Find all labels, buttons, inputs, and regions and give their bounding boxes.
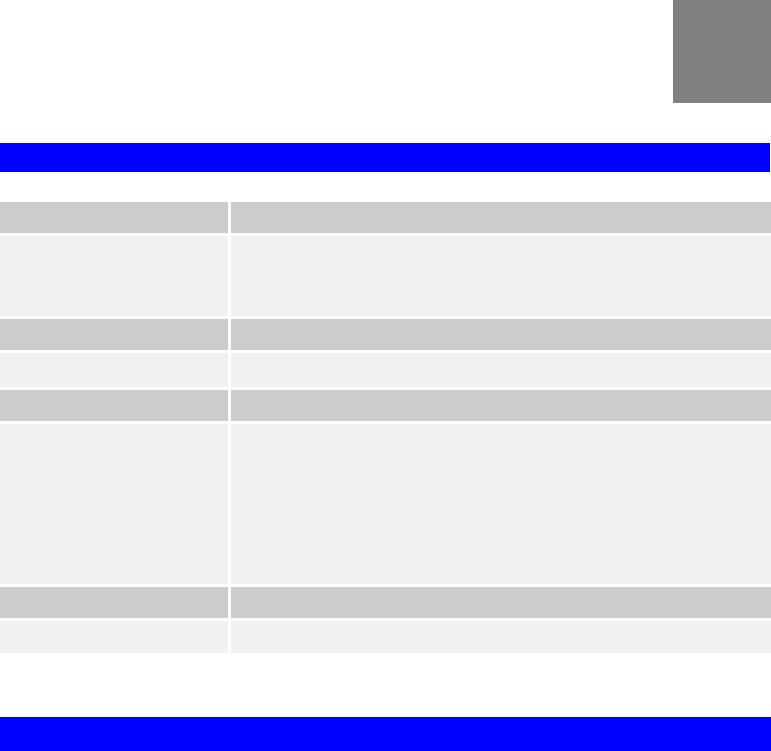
spec-table-label-cell: [0, 316, 231, 350]
spec-table-label-text: [4, 353, 224, 354]
spec-table-value-cell: [231, 316, 771, 350]
spec-table-label-text: [4, 621, 224, 622]
banner-bottom: [0, 717, 771, 751]
spec-table-value-cell: [231, 199, 771, 233]
spec-table-value-cell: [231, 618, 771, 653]
spec-table-value-row: [0, 350, 771, 387]
spec-table-label-text: [4, 390, 224, 391]
spec-table-value-cell: [231, 350, 771, 387]
spec-table-value-cell: [231, 584, 771, 618]
spec-table-value-row: [0, 618, 771, 653]
spec-table: [0, 199, 771, 653]
spec-table-label-text: [4, 424, 224, 425]
spec-table-value-cell: [231, 387, 771, 421]
spec-table-label-cell: [0, 233, 231, 316]
spec-table-value-text: [235, 587, 771, 588]
spec-table-label-cell: [0, 584, 231, 618]
spec-table-value-cell: [231, 233, 771, 316]
spec-table-label-cell: [0, 421, 231, 584]
spec-table-value-text: [235, 319, 771, 320]
spec-table-value-text: [235, 424, 771, 425]
spec-table-section-row: [0, 199, 771, 233]
banner-top: [0, 143, 770, 172]
spec-table-label-text: [4, 202, 224, 203]
spec-table-value-cell: [231, 421, 771, 584]
spec-table-value-row: [0, 421, 771, 584]
spec-table-value-text: [235, 236, 771, 237]
header-region: [0, 0, 771, 143]
spec-table-value-text: [235, 390, 771, 391]
spec-table-label-cell: [0, 199, 231, 233]
spec-table-value-text: [235, 353, 771, 354]
spec-table-body: [0, 199, 771, 653]
spec-table-section-row: [0, 387, 771, 421]
spec-table-label-text: [4, 319, 224, 320]
spec-table-label-cell: [0, 350, 231, 387]
spec-table-label-text: [4, 587, 224, 588]
spec-table-value-text: [235, 202, 771, 203]
spec-table-label-cell: [0, 387, 231, 421]
spec-table-section-row: [0, 584, 771, 618]
placeholder-image: [673, 0, 771, 103]
spec-table-section-row: [0, 316, 771, 350]
spec-table-label-cell: [0, 618, 231, 653]
spec-table-value-row: [0, 233, 771, 316]
spec-table-label-text: [4, 236, 224, 237]
spec-table-value-text: [235, 621, 771, 622]
